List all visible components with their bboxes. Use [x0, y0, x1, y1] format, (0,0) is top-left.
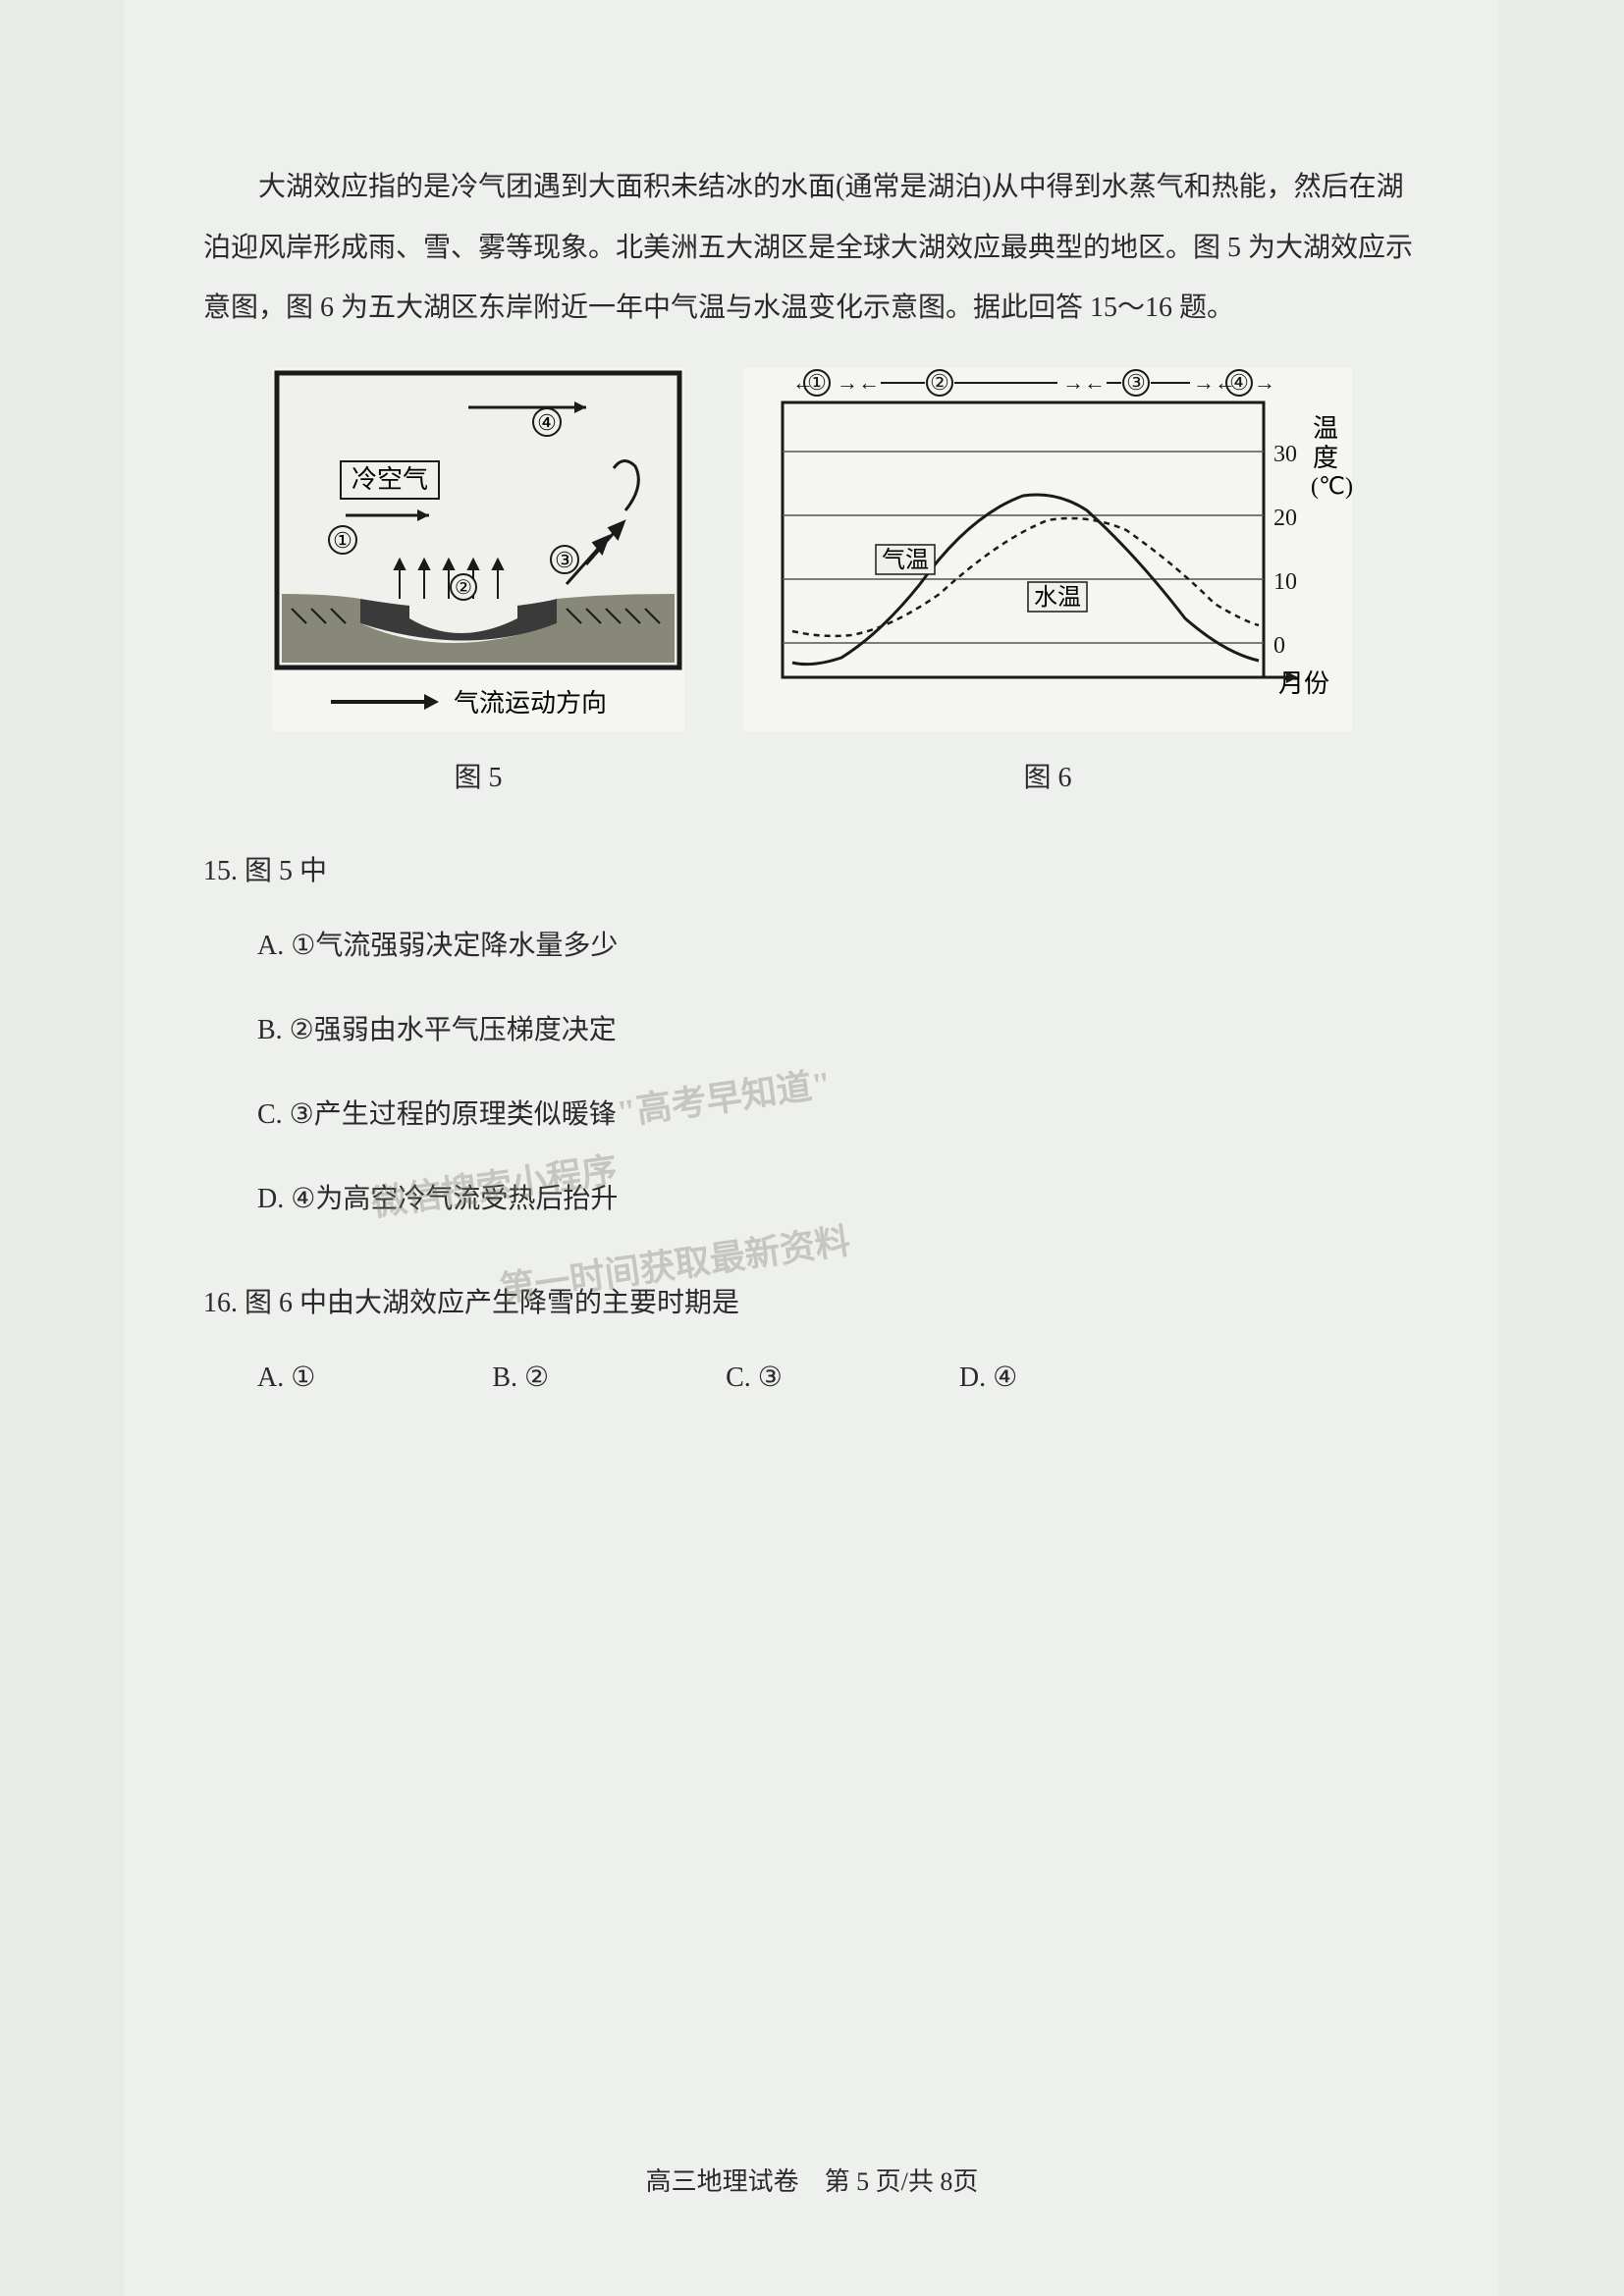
svg-text:→←: →←: [837, 370, 880, 395]
q15-number: 15.: [203, 856, 238, 886]
svg-text:③: ③: [1126, 370, 1146, 395]
x-axis-label: 月份: [1278, 669, 1329, 698]
figure-6-svg: ← ① →← ② →← ③ →← ④ →: [743, 368, 1352, 731]
question-15: 15. 图 5 中 A. ①气流强弱决定降水量多少 B. ②强弱由水平气压梯度决…: [203, 844, 1421, 1227]
y-axis-unit: (℃): [1311, 474, 1352, 500]
marker-2: ②: [455, 577, 472, 599]
marker-1: ①: [333, 528, 352, 553]
figure-6-caption: 图 6: [1023, 756, 1071, 795]
page-footer: 高三地理试卷 第 5 页/共 8页: [125, 2162, 1499, 2198]
marker-3: ③: [555, 548, 574, 572]
passage-text: 大湖效应指的是冷气团遇到大面积未结冰的水面(通常是湖泊)从中得到水蒸气和热能，然…: [203, 157, 1421, 339]
svg-text:0: 0: [1273, 633, 1285, 659]
svg-text:①: ①: [807, 370, 827, 395]
q16-stem: 图 6 中由大湖效应产生降雪的主要时期是: [244, 1288, 739, 1318]
y-axis-label-1: 温: [1313, 414, 1338, 443]
svg-text:30: 30: [1273, 442, 1297, 467]
q16-option-b: B. ②: [492, 1351, 549, 1406]
svg-text:④: ④: [1229, 370, 1249, 395]
y-axis-label-2: 度: [1313, 444, 1338, 472]
svg-text:②: ②: [930, 370, 949, 395]
svg-text:→: →: [1254, 370, 1275, 395]
q16-number: 16.: [203, 1288, 238, 1318]
figure-5-caption: 图 5: [454, 756, 502, 795]
cold-air-label: 冷空气: [352, 465, 428, 494]
q15-option-c: C. ③产生过程的原理类似暖锋: [203, 1088, 1421, 1143]
exam-page: 大湖效应指的是冷气团遇到大面积未结冰的水面(通常是湖泊)从中得到水蒸气和热能，然…: [125, 0, 1499, 2296]
q15-option-d: D. ④为高空冷气流受热后抬升: [203, 1172, 1421, 1227]
q15-option-a: A. ①气流强弱决定降水量多少: [203, 919, 1421, 974]
air-temp-label: 气温: [882, 547, 929, 573]
figure-5-svg: ④ 冷空气 ①: [272, 368, 684, 731]
figure-5: ④ 冷空气 ①: [272, 368, 684, 795]
q16-option-a: A. ①: [257, 1351, 315, 1406]
q16-option-c: C. ③: [726, 1351, 783, 1406]
svg-text:20: 20: [1273, 506, 1297, 531]
question-16: 16. 图 6 中由大湖效应产生降雪的主要时期是 A. ① B. ② C. ③ …: [203, 1276, 1421, 1406]
svg-text:10: 10: [1273, 569, 1297, 595]
q15-stem: 图 5 中: [244, 856, 327, 886]
marker-4: ④: [537, 410, 557, 435]
q16-option-d: D. ④: [959, 1351, 1017, 1406]
svg-text:→←: →←: [1062, 370, 1106, 395]
q15-option-b: B. ②强弱由水平气压梯度决定: [203, 1003, 1421, 1058]
figures-container: ④ 冷空气 ①: [203, 368, 1421, 795]
water-temp-label: 水温: [1034, 584, 1081, 611]
figure-6: ← ① →← ② →← ③ →← ④ →: [743, 368, 1352, 795]
airflow-direction-label: 气流运动方向: [454, 689, 607, 718]
